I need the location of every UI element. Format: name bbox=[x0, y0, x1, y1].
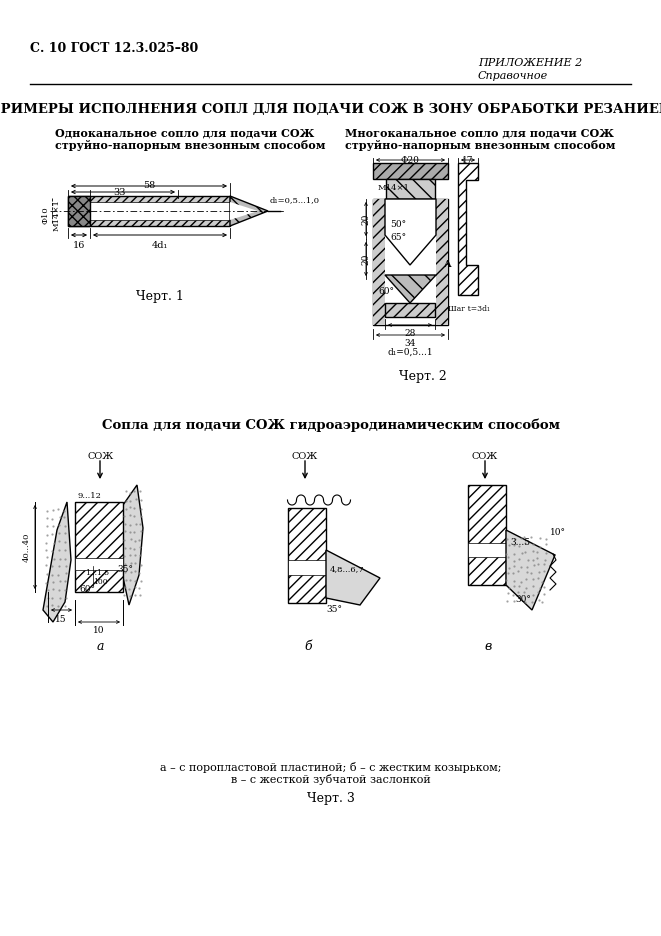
Bar bbox=[68, 202, 230, 220]
Text: 1...1,5: 1...1,5 bbox=[85, 568, 109, 576]
Polygon shape bbox=[230, 202, 258, 220]
Text: ПРИМЕРЫ ИСПОЛНЕНИЯ СОПЛ ДЛЯ ПОДАЧИ СОЖ В ЗОНУ ОБРАБОТКИ РЕЗАНИЕМ: ПРИМЕРЫ ИСПОЛНЕНИЯ СОПЛ ДЛЯ ПОДАЧИ СОЖ В… bbox=[0, 103, 661, 116]
Text: в – с жесткой зубчатой заслонкой: в – с жесткой зубчатой заслонкой bbox=[231, 774, 431, 785]
Polygon shape bbox=[43, 502, 71, 622]
Polygon shape bbox=[385, 199, 436, 265]
Text: 58: 58 bbox=[143, 181, 155, 190]
Text: Черт. 2: Черт. 2 bbox=[399, 370, 447, 383]
Text: Многоканальное сопло для подачи СОЖ: Многоканальное сопло для подачи СОЖ bbox=[345, 128, 614, 139]
Text: а: а bbox=[97, 640, 104, 653]
Text: d₁=0,5...1,0: d₁=0,5...1,0 bbox=[270, 196, 320, 204]
Text: Шаг t=3d₁: Шаг t=3d₁ bbox=[448, 305, 490, 313]
Text: 20: 20 bbox=[361, 213, 370, 225]
Text: 35°: 35° bbox=[117, 565, 133, 574]
Text: 60°: 60° bbox=[378, 287, 394, 296]
Text: 65°: 65° bbox=[390, 233, 406, 242]
Text: струйно-напорным внезонным способом: струйно-напорным внезонным способом bbox=[55, 140, 325, 151]
Text: С. 10 ГОСТ 12.3.025–80: С. 10 ГОСТ 12.3.025–80 bbox=[30, 42, 198, 55]
Text: 35°: 35° bbox=[326, 605, 342, 614]
Bar bbox=[68, 196, 230, 226]
Text: струйно-напорным внезонным способом: струйно-напорным внезонным способом bbox=[345, 140, 615, 151]
Text: 9...12: 9...12 bbox=[77, 492, 101, 500]
Text: СОЖ: СОЖ bbox=[87, 452, 113, 461]
Text: Черт. 1: Черт. 1 bbox=[136, 290, 184, 303]
Polygon shape bbox=[458, 163, 478, 295]
Text: 16: 16 bbox=[73, 241, 85, 250]
Bar bbox=[75, 502, 123, 592]
Text: 33: 33 bbox=[114, 188, 126, 197]
Polygon shape bbox=[230, 196, 268, 226]
Polygon shape bbox=[386, 179, 435, 199]
Text: 50°: 50° bbox=[390, 220, 406, 229]
Text: СОЖ: СОЖ bbox=[292, 452, 318, 461]
Bar bbox=[468, 485, 506, 585]
Text: 3...5: 3...5 bbox=[510, 538, 530, 547]
Text: A: A bbox=[443, 260, 451, 269]
Text: 10°: 10° bbox=[550, 528, 566, 537]
Text: 60°: 60° bbox=[79, 585, 95, 594]
Polygon shape bbox=[121, 485, 143, 605]
Bar bbox=[288, 508, 326, 603]
Text: M14×1: M14×1 bbox=[378, 184, 410, 192]
Bar bbox=[68, 196, 90, 226]
Text: 4,8...6,7: 4,8...6,7 bbox=[330, 565, 365, 573]
Text: б: б bbox=[304, 640, 312, 653]
Polygon shape bbox=[385, 275, 436, 303]
Bar bbox=[468, 485, 506, 585]
Text: Черт. 3: Черт. 3 bbox=[307, 792, 355, 805]
Text: Ф10: Ф10 bbox=[42, 206, 50, 224]
Text: Ф20: Ф20 bbox=[401, 156, 420, 165]
Polygon shape bbox=[326, 550, 380, 605]
Text: ПРИЛОЖЕНИЕ 2: ПРИЛОЖЕНИЕ 2 bbox=[478, 58, 582, 68]
Text: 28: 28 bbox=[405, 329, 416, 338]
Text: М14×1: М14×1 bbox=[53, 199, 61, 231]
Text: в: в bbox=[485, 640, 492, 653]
Text: Справочное: Справочное bbox=[478, 71, 548, 81]
Polygon shape bbox=[506, 530, 555, 610]
Bar bbox=[288, 508, 326, 603]
Bar bbox=[75, 502, 123, 592]
Bar bbox=[436, 199, 448, 325]
Text: 100: 100 bbox=[93, 578, 108, 586]
Text: 15: 15 bbox=[55, 615, 67, 624]
Text: d₁=0,5...1: d₁=0,5...1 bbox=[387, 348, 433, 357]
Text: 4d₁: 4d₁ bbox=[152, 241, 168, 250]
Text: а – с поропластовой пластиной; б – с жестким козырьком;: а – с поропластовой пластиной; б – с жес… bbox=[160, 762, 502, 773]
Text: 40...40: 40...40 bbox=[23, 533, 31, 562]
Bar bbox=[288, 560, 326, 575]
Bar bbox=[373, 163, 448, 179]
Bar bbox=[373, 199, 385, 325]
Text: СОЖ: СОЖ bbox=[472, 452, 498, 461]
Text: 20: 20 bbox=[361, 254, 370, 265]
Bar bbox=[75, 558, 123, 570]
Text: 30°: 30° bbox=[515, 595, 531, 604]
Bar bbox=[468, 543, 506, 557]
Text: 10: 10 bbox=[93, 626, 104, 635]
Polygon shape bbox=[385, 303, 435, 317]
Text: Сопла для подачи СОЖ гидроаэродинамическим способом: Сопла для подачи СОЖ гидроаэродинамическ… bbox=[102, 418, 560, 431]
Text: 17: 17 bbox=[462, 156, 474, 165]
Text: Одноканальное сопло для подачи СОЖ: Одноканальное сопло для подачи СОЖ bbox=[55, 128, 314, 139]
Text: 34: 34 bbox=[405, 339, 416, 348]
Polygon shape bbox=[373, 199, 448, 325]
